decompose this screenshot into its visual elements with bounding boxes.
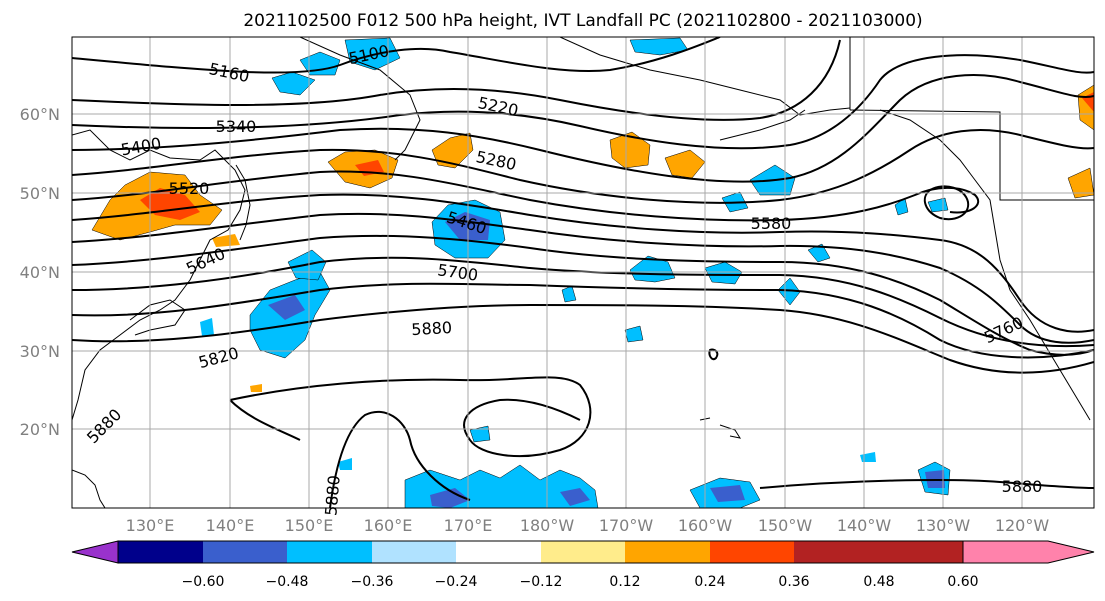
colorbar-extend-high — [962, 540, 1095, 564]
lon-label: 150°E — [285, 516, 334, 535]
lon-label: 140°E — [206, 516, 255, 535]
ivt-negative-region — [624, 325, 644, 343]
border-lines — [849, 109, 1094, 201]
ivt-negative-region — [200, 318, 214, 336]
colorbar-segment — [794, 541, 879, 563]
lat-label: 60°N — [20, 105, 60, 124]
lon-label: 170°E — [444, 516, 493, 535]
asia-coastline — [72, 129, 246, 421]
ivt-negative-region — [704, 261, 743, 285]
colorbar-tick-label: −0.48 — [266, 574, 309, 590]
contour-label: 5520 — [169, 179, 210, 198]
colorbar-tick-label: 0.36 — [778, 574, 809, 590]
map-frame — [71, 36, 1095, 509]
ivt-positive-region — [609, 131, 651, 169]
lon-label: 150°W — [758, 516, 813, 535]
colorbar-segment — [710, 541, 794, 563]
lon-label: 120°W — [995, 516, 1050, 535]
ivt-negative-core — [430, 488, 470, 508]
colorbar-segment — [118, 541, 203, 563]
colorbar-tick-label: 0.24 — [694, 574, 725, 590]
colorbar-frame — [117, 540, 964, 564]
map-panel: 5100 5160 5220 5280 5340 5400 5460 5520 … — [71, 36, 1095, 517]
colorbar-extend-low — [71, 540, 119, 564]
aleutian-islands — [719, 109, 806, 141]
colorbar-tick-label: 0.12 — [609, 574, 640, 590]
contour-line — [72, 303, 1094, 374]
colorbar: −0.60 −0.48 −0.36 −0.24 −0.12 0.12 0.24 … — [71, 540, 1095, 590]
contour-line — [72, 282, 1094, 359]
lon-label: 160°W — [678, 516, 733, 535]
lon-label: 130°E — [126, 516, 175, 535]
contour-line — [72, 37, 721, 74]
colorbar-segment — [456, 541, 541, 563]
contour-line — [72, 234, 1094, 356]
lon-label: 140°W — [837, 516, 892, 535]
height-contours — [72, 37, 1094, 508]
contour-label: 5880 — [1002, 477, 1043, 496]
kamchatka-coastline — [299, 37, 421, 161]
colorbar-tick-label: 0.60 — [947, 574, 978, 590]
colorbar-tick-label: −0.36 — [351, 574, 394, 590]
contour-line — [72, 212, 1094, 344]
contour-line — [72, 54, 1094, 150]
contour-line — [229, 376, 592, 458]
ivt-positive-region — [664, 149, 706, 179]
colorbar-segment — [541, 541, 625, 563]
contour-label: 5880 — [321, 474, 343, 516]
contour-line — [72, 74, 1094, 183]
colorbar-segment — [203, 541, 287, 563]
ivt-positive-region — [212, 234, 240, 247]
contour-line — [759, 479, 1094, 489]
contour-line — [923, 185, 970, 221]
lat-label: 50°N — [20, 184, 60, 203]
colorbar-tick-label: 0.48 — [863, 574, 894, 590]
lat-label: 20°N — [20, 420, 60, 439]
ivt-negative-region — [338, 458, 352, 470]
contour-line — [708, 348, 719, 361]
ivt-negative-core — [560, 488, 590, 506]
longitude-labels: 130°E 140°E 150°E 160°E 170°E 180°W 170°… — [126, 516, 1050, 535]
figure-title: 2021102500 F012 500 hPa height, IVT Land… — [243, 11, 922, 31]
colorbar-segment — [879, 541, 963, 563]
ivt-positive-region — [250, 384, 262, 392]
lat-label: 40°N — [20, 263, 60, 282]
colorbar-segment — [625, 541, 710, 563]
lon-label: 130°W — [916, 516, 971, 535]
colorbar-tick-label: −0.60 — [182, 574, 225, 590]
colorbar-segment — [287, 541, 372, 563]
latitude-labels: 60°N 50°N 40°N 30°N 20°N — [20, 105, 60, 439]
contour-line — [229, 399, 471, 508]
contour-label: 5580 — [751, 214, 792, 233]
contour-label: 5880 — [411, 318, 453, 339]
graticule — [72, 37, 1094, 508]
lon-label: 180°W — [520, 516, 575, 535]
contour-line — [72, 129, 1094, 204]
colorbar-segment — [372, 541, 456, 563]
ivt-negative-region — [629, 37, 689, 56]
ivt-negative-core — [710, 485, 745, 502]
contour-line — [72, 256, 1094, 348]
ivt-positive-region — [431, 132, 474, 169]
colorbar-tick-label: −0.24 — [435, 574, 478, 590]
asia-south-coastline — [72, 469, 106, 508]
contour-line — [72, 193, 1094, 333]
ivt-negative-region — [299, 51, 341, 76]
ivt-negative-region — [629, 255, 676, 283]
lon-label: 160°E — [364, 516, 413, 535]
sakhalin-coastline — [235, 164, 251, 241]
ivt-negative-core — [268, 295, 305, 320]
alaska-coastline — [559, 37, 851, 116]
contour-label: 5340 — [216, 117, 257, 136]
ivt-positive-region — [1067, 167, 1094, 199]
lat-label: 30°N — [20, 342, 60, 361]
colorbar-tick-label: −0.12 — [520, 574, 563, 590]
ivt-negative-region — [469, 425, 491, 443]
lon-label: 170°W — [599, 516, 654, 535]
